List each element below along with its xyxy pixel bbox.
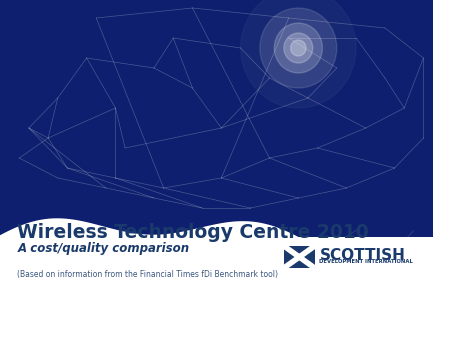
Text: A cost/quality comparison: A cost/quality comparison <box>17 242 189 255</box>
Circle shape <box>291 40 306 56</box>
Circle shape <box>284 33 313 63</box>
Text: DEVELOPMENT INTERNATIONAL: DEVELOPMENT INTERNATIONAL <box>320 259 414 264</box>
Text: Wireless Technology Centre 2010: Wireless Technology Centre 2010 <box>17 223 369 242</box>
Bar <box>0 0 433 237</box>
Circle shape <box>260 8 337 88</box>
Text: (Based on information from the Financial Times fDi Benchmark tool): (Based on information from the Financial… <box>17 270 278 279</box>
Bar <box>284 246 315 268</box>
Text: SCOTTISH: SCOTTISH <box>320 248 405 263</box>
PathPatch shape <box>0 218 433 338</box>
Circle shape <box>274 23 322 73</box>
